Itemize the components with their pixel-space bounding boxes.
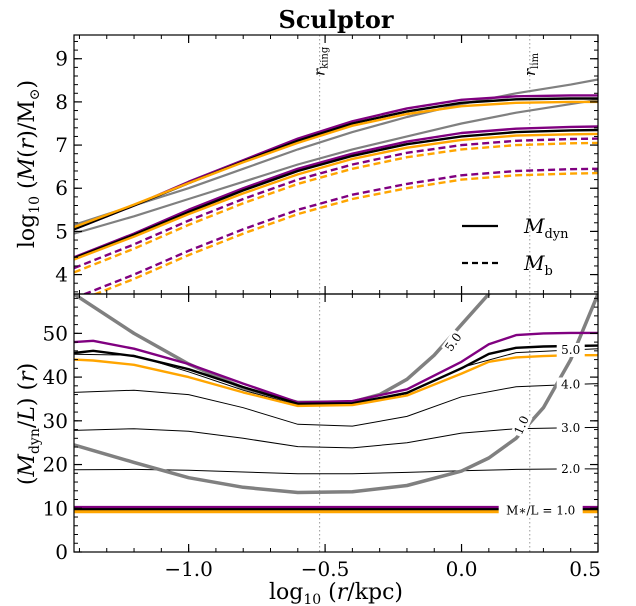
thick-contour-label-0: 1.0 [510,412,533,439]
bottom-ytick-label: 50 [43,321,68,345]
contour-label-2: 3.0 [561,421,580,435]
bottom-ylabel: (Mdyn/L) (r) [15,363,43,485]
annotation-lim: rlim [521,52,541,76]
top-axis-ticks: 4 5 6 7 8 9 [55,35,599,294]
svg-text:5.0: 5.0 [442,330,464,354]
legend-label-mb: Mb [523,251,553,279]
mass-series-10 [81,167,598,294]
chart-title: Sculptor [278,5,393,34]
ml-contour-1 [74,468,598,475]
bottom-ytick-label: 20 [43,453,68,477]
bottom-panel: M∗/L = 1.0 2.0 3.0 4.0 5.0 1.0 5.0 0 10 20 30 40 50… [15,293,601,606]
top-ytick-label: 9 [55,47,68,71]
mass-series-9 [74,141,598,274]
mass-series-7 [74,132,598,261]
bottom-xtick-label: −1.0 [164,557,213,581]
ml-series-1 [74,344,598,405]
bottom-xtick-label: 0.5 [569,557,601,581]
ml-contour-3 [74,383,598,427]
contour-label-3: 4.0 [561,378,580,392]
bottom-xtick-label: 0.0 [446,557,478,581]
top-panel: 4 5 6 7 8 9 rking rlim Mdyn Mb log10 (M(r)/M⊙) [15,34,599,295]
bottom-panel-frame [73,293,599,553]
top-ylabel: log10 (M(r)/M⊙) [15,80,43,248]
mass-series-0 [74,78,598,226]
mass-series-11 [92,171,598,294]
bottom-xtick-label: −0.5 [301,557,350,581]
bottom-ytick-label: 0 [55,540,68,564]
contour-label-bg [498,503,583,518]
mass-series-1 [74,98,598,235]
legend: Mdyn Mb [462,214,569,279]
reference-lines [319,35,531,294]
mass-series-4 [74,100,598,229]
bottom-ytick-label: 10 [43,496,68,520]
bottom-xlabel: log10 (r/kpc) [269,580,403,606]
annotation-king: rking [311,46,331,76]
ml-contours [74,294,598,511]
legend-label-mdyn: Mdyn [523,214,569,242]
thick-contour-label-1: 5.0 [441,329,466,356]
contour-label-bg [556,342,585,357]
contour-label-4: 5.0 [561,343,580,357]
mass-series-6 [74,128,598,260]
bottom-ytick-label: 40 [43,365,68,389]
ml-series-0 [74,331,598,404]
top-ytick-label: 6 [55,176,68,200]
ml-series-2 [74,354,598,408]
radius-annotations: rking rlim [311,46,541,76]
bottom-ytick-label: 30 [43,409,68,433]
contour-label-bg [556,420,585,435]
mass-profile-series [74,78,598,294]
ml-contour-2 [74,426,598,449]
top-ytick-label: 8 [55,90,68,114]
thick-contour-1 [74,294,492,405]
thick-contour-0 [74,294,598,495]
contour-label-1: 2.0 [561,462,580,476]
bottom-axis-ticks: 0 10 20 30 40 50 −1.0 −0.5 0.0 0.5 [43,294,601,581]
top-ytick-label: 4 [55,263,68,287]
top-ytick-label: 7 [55,133,68,157]
contour-label-bg [556,461,585,476]
contour-label-0: M∗/L = 1.0 [506,503,575,517]
mass-series-5 [74,125,598,259]
top-ytick-label: 5 [55,219,68,243]
mass-series-8 [74,137,598,270]
contour-label-bg [556,377,585,392]
